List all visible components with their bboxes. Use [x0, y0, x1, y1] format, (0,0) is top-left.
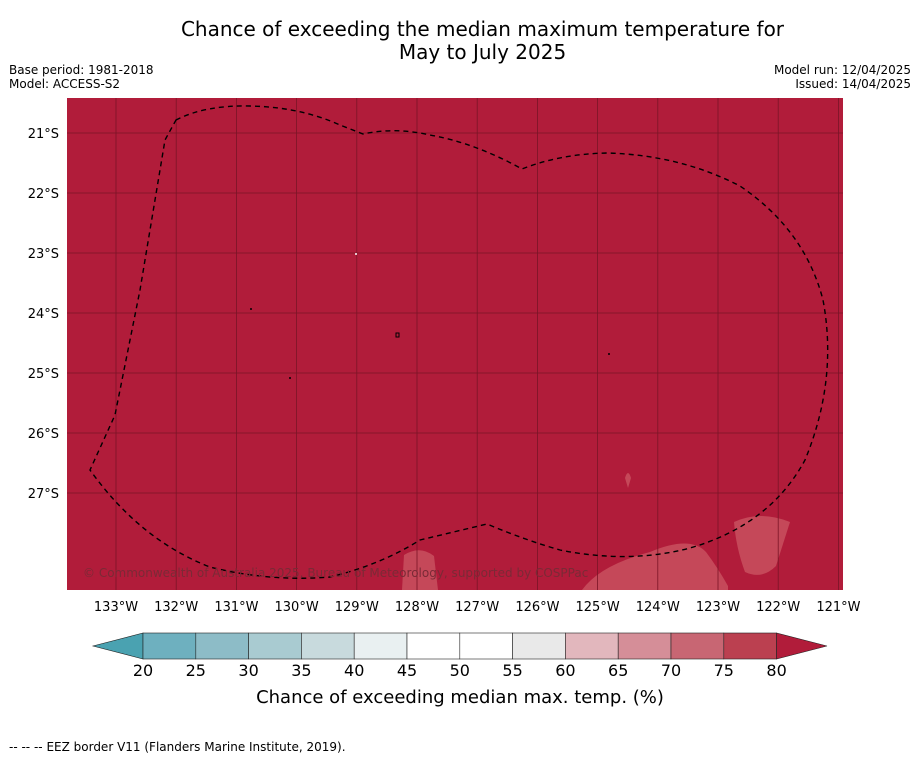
map-area: © Commonwealth of Australia 2025, Bureau… — [67, 98, 843, 590]
colorbar-tick-labels: 20 25 30 35 40 45 50 55 60 65 70 75 80 — [133, 661, 787, 680]
issued-date: Issued: 14/04/2025 — [795, 77, 911, 91]
colorbar-segment — [195, 632, 249, 660]
colorbar-segment — [301, 632, 355, 660]
colorbar-tick-label: 40 — [344, 661, 364, 680]
colorbar-tick-label: 60 — [555, 661, 575, 680]
model-run: Model run: 12/04/2025 — [773, 63, 911, 77]
colorbar-label: Chance of exceeding median max. temp. (%… — [256, 687, 664, 708]
longitude-label: 132°W — [154, 600, 198, 615]
colorbar-tick-label: 70 — [661, 661, 681, 680]
map-background — [67, 98, 843, 590]
latitude-label: 21°S — [28, 127, 59, 142]
meta-right: Model run: 12/04/2025 Issued: 14/04/2025 — [774, 63, 911, 91]
chart-title: Chance of exceeding the median maximum t… — [0, 18, 919, 64]
colorbar-tick-label: 45 — [397, 661, 417, 680]
colorbar-tick-label: 20 — [133, 661, 153, 680]
longitude-labels: 133°W 132°W 131°W 130°W 129°W 128°W 127°W 126°W… — [94, 600, 861, 615]
colorbar: 20 25 30 35 40 45 50 55 60 65 70 75 80 Chance of exc… — [91, 632, 828, 708]
colorbar-tick-label: 35 — [291, 661, 311, 680]
footer-legend: -- -- -- EEZ border V11 (Flanders Marine… — [9, 740, 346, 754]
colorbar-segment — [353, 632, 408, 660]
meta-left: Base period: 1981-2018 Model: ACCESS-S2 — [9, 63, 154, 91]
colorbar-tick-label: 50 — [450, 661, 470, 680]
eez-legend-symbol: -- -- -- — [9, 740, 43, 754]
colorbar-segment — [512, 632, 566, 660]
colorbar-segment — [723, 632, 777, 660]
island — [395, 332, 400, 338]
eez-border — [89, 105, 829, 579]
colorbar-tick-label: 55 — [502, 661, 522, 680]
base-period: Base period: 1981-2018 — [9, 63, 154, 77]
colorbar-high-extension — [776, 632, 828, 660]
latitude-labels: 21°S 22°S 23°S 24°S 25°S 26°S 27°S — [28, 127, 59, 502]
model-name: Model: ACCESS-S2 — [9, 77, 121, 91]
lower-probability-patch — [734, 516, 790, 575]
longitude-label: 123°W — [696, 600, 740, 615]
colorbar-segment — [142, 632, 197, 660]
island — [608, 353, 610, 355]
colorbar-tick-label: 65 — [608, 661, 628, 680]
island — [250, 308, 252, 310]
colorbar-tick-label: 25 — [186, 661, 206, 680]
colorbar-segments — [142, 632, 777, 660]
longitude-label: 128°W — [395, 600, 439, 615]
longitude-label: 121°W — [816, 600, 860, 615]
longitude-label: 122°W — [756, 600, 800, 615]
latitude-label: 26°S — [28, 427, 59, 442]
longitude-label: 133°W — [94, 600, 138, 615]
colorbar-tick-label: 30 — [238, 661, 258, 680]
longitude-label: 127°W — [455, 600, 499, 615]
latitude-label: 27°S — [28, 487, 59, 502]
lower-probability-patch — [402, 550, 438, 590]
colorbar-low-extension — [91, 632, 144, 660]
title-line-1: Chance of exceeding the median maximum t… — [180, 17, 785, 41]
island — [355, 253, 357, 255]
colorbar-segment — [406, 632, 461, 660]
longitude-label: 124°W — [636, 600, 680, 615]
colorbar-segment — [617, 632, 672, 660]
latitude-label: 23°S — [28, 247, 59, 262]
longitude-label: 130°W — [275, 600, 319, 615]
latitude-label: 25°S — [28, 367, 59, 382]
island — [289, 377, 291, 379]
colorbar-tick-label: 75 — [714, 661, 734, 680]
eez-legend-text: EEZ border V11 (Flanders Marine Institut… — [46, 740, 346, 754]
islands — [250, 253, 610, 379]
copyright-notice: © Commonwealth of Australia 2025, Bureau… — [83, 566, 588, 580]
colorbar-tick-label: 80 — [766, 661, 786, 680]
colorbar-segment — [459, 632, 513, 660]
longitude-label: 125°W — [576, 600, 620, 615]
gridlines — [67, 98, 843, 590]
latitude-label: 22°S — [28, 187, 59, 202]
longitude-label: 131°W — [214, 600, 258, 615]
colorbar-segment — [565, 632, 619, 660]
lower-probability-patch — [625, 473, 631, 488]
title-line-2: May to July 2025 — [398, 40, 567, 64]
longitude-label: 129°W — [335, 600, 379, 615]
colorbar-segment — [670, 632, 725, 660]
colorbar-segment — [248, 632, 302, 660]
lower-probability-patch — [582, 543, 728, 590]
latitude-label: 24°S — [28, 307, 59, 322]
longitude-label: 126°W — [515, 600, 559, 615]
